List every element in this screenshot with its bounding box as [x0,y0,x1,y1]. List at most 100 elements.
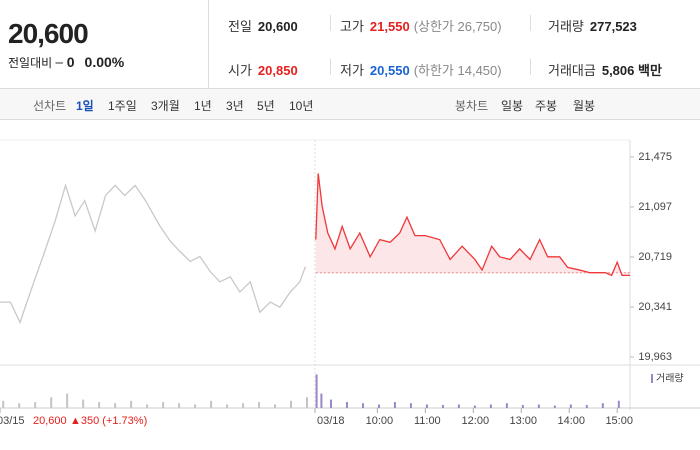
tab[interactable]: 월봉 [573,99,596,113]
x-tick-label: 15:00 [605,415,633,427]
stat-value: 20,550 [369,63,410,78]
volume-bar [315,374,318,408]
quote-header: 20,600 전일대비 ━ 0 0.00% 전일 20,600 고가 21,550 (상한… [0,0,700,89]
volume-bar [569,404,572,408]
tab[interactable]: 1일 [76,99,94,113]
y-tick-label: 21,475 [638,151,672,163]
x-tick-label: 03/18 [317,415,345,427]
price-line [315,173,630,277]
volume-bar [306,397,309,408]
stat: 고가 21,550 (상한가 26,750) [340,16,502,35]
tab[interactable]: 주봉 [535,99,558,113]
tab-bar: 선차트 1일 1주일 3개월 1년 3년 5년 10년 봉차트 일봉 주봉 월봉 [0,89,700,120]
volume-bar [2,400,5,408]
price-box: 20,600 전일대비 ━ 0 0.00% [0,0,209,88]
volume-bar [320,393,323,408]
volume-bar [98,402,101,408]
stat: 거래량 277,523 [548,16,637,35]
legend-label: 거래량 [656,373,684,385]
price-line [0,183,307,325]
volume-bar [553,405,556,408]
stat-label: 고가 [340,19,364,34]
legend-swatch [651,374,653,383]
footer-price: 20,600 [33,415,67,427]
x-tick-label: 11:00 [414,415,441,427]
change: 전일대비 ━ 0 0.00% [8,54,125,70]
tab[interactable]: 10년 [289,99,314,113]
volume-bar [66,393,69,408]
volume-bar [489,404,492,408]
stat-label: 거래량 [548,19,584,34]
x-tick-label: 03/15 [0,415,25,427]
x-tick-label: 14:00 [557,415,585,427]
volume-bar [537,404,540,408]
tab: 봉차트 [455,99,489,113]
stat: 시가 20,850 [228,60,298,79]
tab[interactable]: 5년 [257,99,275,113]
volume-bar [50,397,53,408]
volume-bar [457,404,460,408]
tab: 선차트 [33,99,67,113]
volume-bar [226,404,229,408]
stat-note: (상한가 26,750) [413,19,502,34]
stat-note: (하한가 14,450) [413,63,502,78]
volume-bar [473,405,476,408]
volume-bar [425,404,428,408]
tab[interactable]: 1년 [194,99,212,113]
tab[interactable]: 3개월 [151,99,180,113]
volume-bar [441,405,444,408]
volume-bar [617,400,620,408]
x-tick-label: 10:00 [366,415,394,427]
volume-bar [377,404,380,408]
change-label: 전일대비 [8,56,53,70]
stat-label: 전일 [228,19,252,34]
change-value: 0 [66,54,75,70]
volume-bar [393,402,396,408]
volume-bar [194,404,197,408]
stat-label: 저가 [340,63,364,78]
stat: 전일 20,600 [228,16,298,35]
price: 20,600 [8,18,89,49]
volume-bar [345,402,348,408]
volume-bar [329,399,332,408]
change-pct: 0.00% [84,54,125,70]
stat: 저가 20,550 (하한가 14,450) [340,60,502,79]
tab[interactable]: 1주일 [108,99,137,113]
stat: 거래대금 5,806 백만 [548,60,662,79]
volume-bar [601,403,604,408]
x-tick-label: 13:00 [510,415,538,427]
volume-bar [178,403,181,408]
volume-bar [146,404,149,408]
tab[interactable]: 3년 [226,99,244,113]
volume-bar [409,403,412,408]
stat-value: 5,806 백만 [601,63,662,78]
footer-change: ▲350 (+1.73%) [70,415,147,427]
stat-label: 시가 [228,63,252,78]
volume-bar [130,400,133,408]
volume-bar [505,403,508,408]
stat-value: 20,600 [257,19,298,34]
volume-bar [82,399,85,408]
volume-bar [521,405,524,408]
area [315,173,630,276]
y-tick-label: 21,097 [638,201,672,213]
stat-value: 20,850 [257,63,298,78]
tab[interactable]: 일봉 [501,99,524,113]
volume-bar [34,402,37,408]
stat-value: 21,550 [369,19,410,34]
y-tick-label: 20,719 [638,251,672,263]
volume-bar [290,400,293,408]
volume-bar [361,403,364,408]
y-tick-label: 19,963 [638,351,672,363]
volume-bar [585,405,588,408]
volume-bar [242,403,245,408]
volume-bar [210,400,213,408]
volume-bar [114,403,117,408]
volume-bar [162,402,165,408]
y-tick-label: 20,341 [638,301,672,313]
volume-bar [274,404,277,408]
volume-bar [18,403,21,408]
stat-value: 277,523 [589,19,637,34]
x-tick-label: 12:00 [462,415,490,427]
